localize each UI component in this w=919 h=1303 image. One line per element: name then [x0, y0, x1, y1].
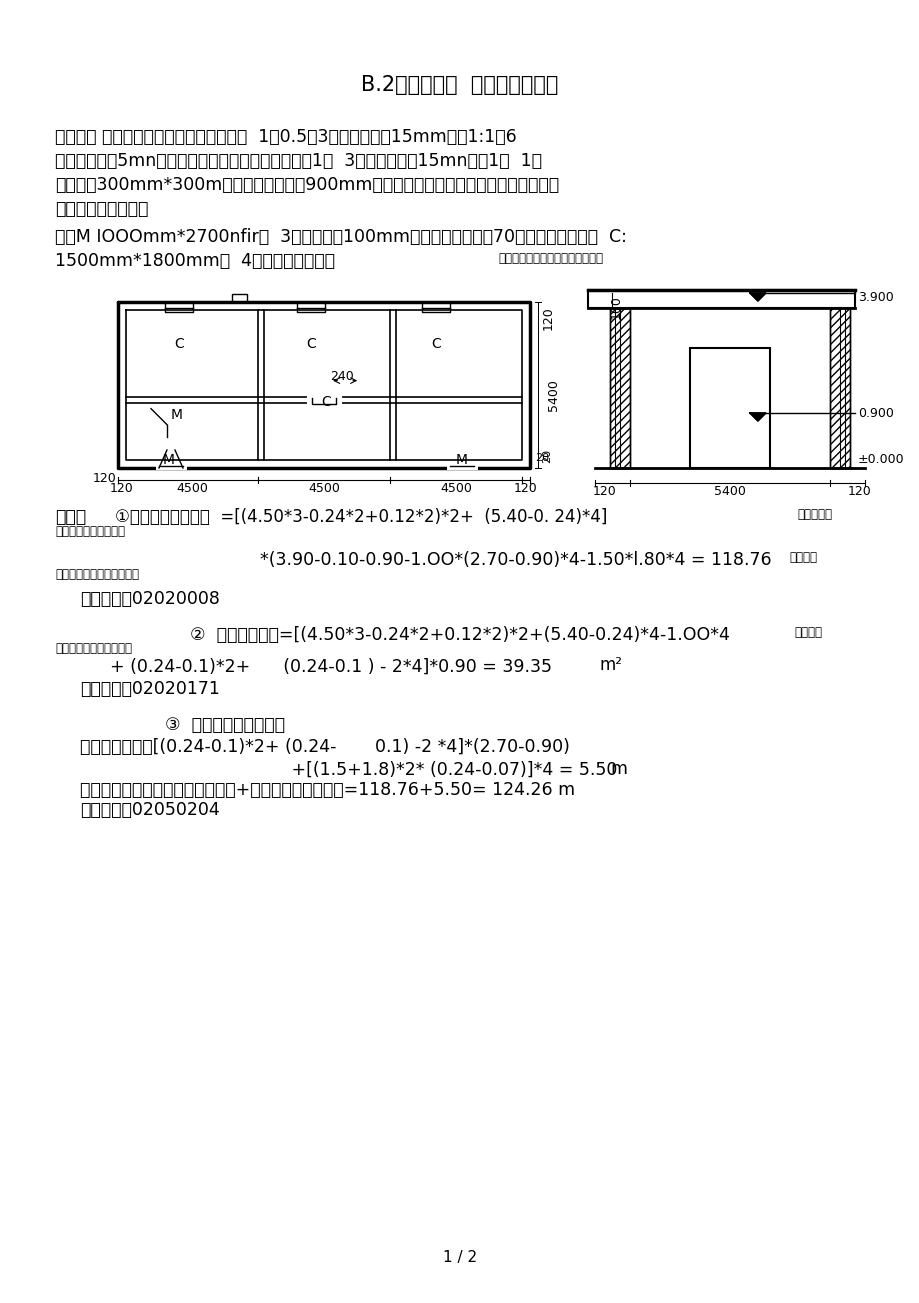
Text: 收集整理，勿做商业用途: 收集整理，勿做商业用途 [55, 642, 131, 655]
Bar [609, 308, 630, 468]
Text: ①内墙面抖灰工程量  =[(4.50*3-0.24*2+0.12*2)*2+  (5.40-0. 24)*4]: ①内墙面抖灰工程量 =[(4.50*3-0.24*2+0.12*2)*2+ (5… [115, 508, 607, 526]
Text: 套用定额：02050204: 套用定额：02050204 [80, 801, 220, 820]
Text: B.2墙柱面工程  课堂作业及答案: B.2墙柱面工程 课堂作业及答案 [361, 76, 558, 95]
Text: 120: 120 [514, 482, 538, 495]
Text: 1500mm*1800mm共  4个，靠外墙安装。: 1500mm*1800mm共 4个，靠外墙安装。 [55, 251, 335, 270]
Text: 确定套用定额子目。: 确定套用定额子目。 [55, 199, 148, 218]
Text: ②  内墙裙工程量=[(4.50*3-0.24*2+0.12*2)*2+(5.40-0.24)*4-1.OO*4: ② 内墙裙工程量=[(4.50*3-0.24*2+0.12*2)*2+(5.40… [189, 625, 729, 644]
Text: 5400: 5400 [547, 379, 560, 410]
Polygon shape [749, 293, 765, 301]
Text: 资料个人收: 资料个人收 [797, 508, 832, 521]
Text: 20: 20 [534, 453, 549, 463]
Text: ③  刁双飞粉膁子工程置: ③ 刁双飞粉膁子工程置 [165, 717, 285, 734]
Text: C: C [431, 337, 440, 351]
Text: 《习题》 某工程如图所示，内砖墙墙面抖  1：0.5：3混合砂浆打幵15mm厚，1:1：6: 《习题》 某工程如图所示，内砖墙墙面抖 1：0.5：3混合砂浆打幵15mm厚，1… [55, 128, 516, 146]
Text: 套用定额：02020171: 套用定额：02020171 [80, 680, 220, 698]
Text: M: M [456, 453, 468, 466]
Text: 0.900: 0.900 [857, 407, 892, 420]
Bar [587, 291, 854, 308]
Text: 》解《: 》解《 [55, 508, 86, 526]
Text: m²: m² [599, 655, 622, 674]
Text: 120: 120 [110, 482, 133, 495]
Text: 3.900: 3.900 [857, 291, 892, 304]
Text: C: C [174, 337, 184, 351]
Text: C: C [321, 395, 331, 409]
Text: 套用定额：02020008: 套用定额：02020008 [80, 590, 220, 609]
Text: *(3.90-0.10-0.90-1.OO*(2.70-0.90)*4-1.50*l.80*4 = 118.76: *(3.90-0.10-0.90-1.OO*(2.70-0.90)*4-1.50… [260, 551, 771, 569]
Text: 20: 20 [541, 448, 551, 463]
Bar [829, 308, 849, 468]
Text: 刁双飞粉膁子工程量二抖灰工程量+门窗洞口侧壁工程量=118.76+5.50= 124.26 m: 刁双飞粉膁子工程量二抖灰工程量+门窗洞口侧壁工程量=118.76+5.50= 1… [80, 780, 574, 799]
Text: 4500: 4500 [439, 482, 471, 495]
Text: +[(1.5+1.8)*2* (0.24-0.07)]*4 = 5.50: +[(1.5+1.8)*2* (0.24-0.07)]*4 = 5.50 [165, 761, 617, 779]
Text: 资料个人: 资料个人 [794, 625, 822, 638]
Bar [829, 308, 849, 468]
Text: ±0.000: ±0.000 [857, 453, 903, 466]
Text: 门窗洞口侧壁：[(0.24-0.1)*2+ (0.24-       0.1) -2 *4]*(2.70-0.90): 门窗洞口侧壁：[(0.24-0.1)*2+ (0.24- 0.1) -2 *4]… [80, 737, 569, 756]
Text: 混合砂浆面层5mn厚，双飞粉膁子两遍；内墙裙采用1：  3水泥砂浆打幵15mn厚，1：  1水: 混合砂浆面层5mn厚，双飞粉膁子两遍；内墙裙采用1： 3水泥砂浆打幵15mn厚，… [55, 152, 541, 169]
Text: m: m [609, 760, 626, 778]
Text: + (0.24-0.1)*2+      (0.24-0.1 ) - 2*4]*0.90 = 39.35: + (0.24-0.1)*2+ (0.24-0.1 ) - 2*4]*0.90 … [110, 658, 551, 676]
Text: 120: 120 [847, 485, 871, 498]
Text: M: M [163, 453, 175, 466]
Text: 120: 120 [541, 306, 554, 330]
Text: M: M [171, 408, 183, 422]
Text: 4500: 4500 [308, 482, 339, 495]
Text: 泥砂浆贴300mm*300m陶瓷面砖，墙裙高900mm计算内墙面、墙裙抖灰及刁膁子工程量，: 泥砂浆贴300mm*300m陶瓷面砖，墙裙高900mm计算内墙面、墙裙抖灰及刁膁… [55, 176, 559, 194]
Text: 人收集整理，勿做商业用途: 人收集整理，勿做商业用途 [55, 568, 139, 581]
Text: 1 / 2: 1 / 2 [442, 1250, 476, 1265]
Text: 5400: 5400 [713, 485, 745, 498]
Text: 240: 240 [330, 370, 354, 383]
Text: 川资料个: 川资料个 [789, 551, 817, 564]
Text: 4500: 4500 [176, 482, 208, 495]
Text: 资料个人收集整理，勿做商业用途: 资料个人收集整理，勿做商业用途 [497, 251, 602, 265]
Text: C: C [305, 337, 315, 351]
Text: 120: 120 [92, 472, 116, 485]
Text: 集整理，勿做商业用途: 集整理，勿做商业用途 [55, 525, 125, 538]
Bar [609, 308, 630, 468]
Text: 120: 120 [593, 485, 616, 498]
Text: 木门M IOOOmm*2700nfir共  3个，门框厚100mm按墙中心线安装；70系列铝合金推拉窗  C:: 木门M IOOOmm*2700nfir共 3个，门框厚100mm按墙中心线安装；… [55, 228, 626, 246]
Polygon shape [749, 413, 765, 421]
Text: 100: 100 [609, 294, 622, 319]
Bar [689, 348, 769, 468]
